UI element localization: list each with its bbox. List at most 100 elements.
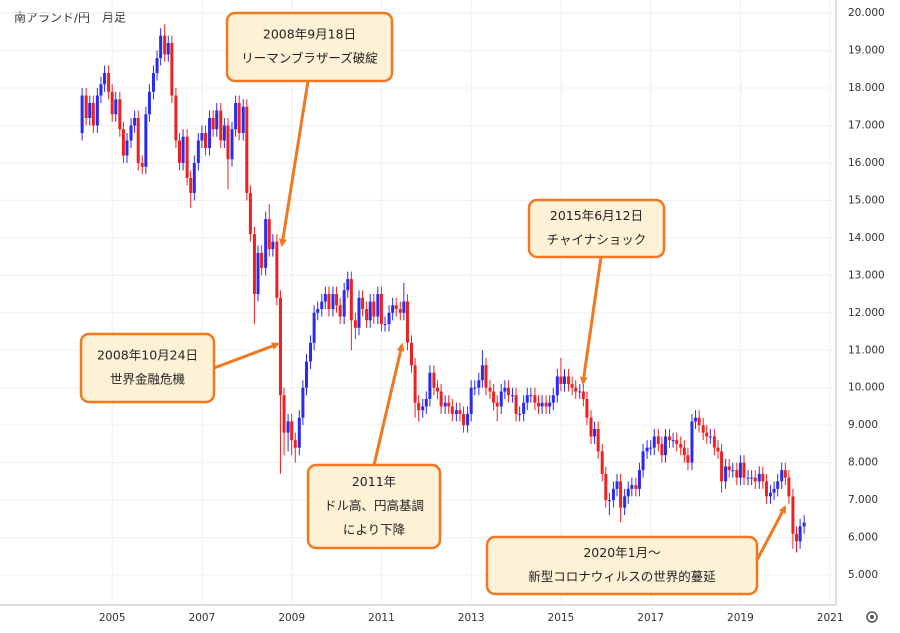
candle-body — [129, 125, 133, 141]
candle-body — [768, 492, 772, 497]
candle-body — [686, 455, 690, 463]
candle-body — [304, 361, 308, 388]
candle-body — [118, 99, 122, 130]
y-tick-label: 15.000 — [848, 194, 885, 206]
x-tick-label: 2009 — [278, 612, 305, 624]
candle-body — [309, 342, 313, 362]
candle-body — [372, 301, 376, 317]
annotation-text: リーマンブラザーズ破綻 — [241, 51, 378, 66]
y-tick-label: 17.000 — [848, 119, 885, 131]
candle-body — [626, 488, 630, 497]
settings-icon[interactable] — [866, 611, 878, 623]
candle-body — [533, 395, 537, 403]
candle-body — [563, 376, 567, 384]
candle-body — [623, 496, 627, 508]
candle-body — [454, 410, 458, 414]
candle-body — [634, 485, 638, 489]
candle-body — [525, 395, 529, 403]
candle-body — [544, 402, 548, 407]
y-tick-label: 20.000 — [848, 7, 885, 19]
candle-body — [578, 391, 582, 393]
y-tick-label: 14.000 — [848, 232, 885, 244]
candle-body — [581, 391, 585, 399]
candle-body — [536, 402, 540, 407]
candle-body — [529, 395, 533, 397]
candle-body — [731, 470, 735, 472]
candle-body — [346, 279, 350, 291]
x-tick-label: 2021 — [817, 612, 844, 624]
candle-body — [421, 406, 425, 411]
annotation-box — [527, 198, 666, 259]
candle-body — [267, 219, 271, 250]
candle-body — [499, 391, 503, 407]
candle-body — [753, 477, 757, 482]
candle-body — [742, 462, 746, 478]
candle-body — [615, 481, 619, 489]
candle-body — [604, 473, 608, 501]
candle-body — [204, 132, 208, 148]
candle-body — [170, 43, 174, 96]
candle-body — [114, 99, 118, 115]
candle-body — [331, 294, 335, 310]
candle-body — [679, 443, 683, 448]
annotation-box — [306, 463, 442, 550]
candle-body — [712, 436, 716, 448]
candle-body — [611, 488, 615, 501]
candle-body — [215, 110, 219, 130]
y-tick-label: 11.000 — [848, 344, 885, 356]
candle-body — [600, 451, 604, 474]
candle-body — [503, 387, 507, 392]
candle-body — [219, 110, 223, 141]
candle-body — [237, 103, 241, 133]
candle-body — [570, 383, 574, 388]
candle-body — [551, 395, 555, 403]
candle-body — [391, 305, 395, 313]
candle-body — [735, 470, 739, 478]
candle-body — [282, 395, 286, 433]
candle-body — [293, 440, 297, 448]
candle-body — [716, 447, 720, 452]
candle-body — [256, 252, 260, 295]
candle-body — [772, 488, 776, 493]
y-tick-label: 7.000 — [848, 494, 878, 506]
candle-body — [174, 95, 178, 141]
annotation-box — [79, 332, 216, 404]
y-tick-label: 9.000 — [848, 419, 878, 431]
candle-body — [574, 387, 578, 392]
candle-body — [506, 387, 510, 396]
y-tick-label: 8.000 — [848, 457, 878, 469]
candle-body — [335, 294, 339, 306]
candle-body — [163, 35, 167, 55]
candle-body — [140, 162, 144, 167]
annotation-text: 新型コロナウィルスの世界的蔓延 — [528, 569, 716, 584]
candle-body — [107, 73, 111, 92]
annotation-text: 世界金融危機 — [110, 372, 186, 387]
candle-body — [780, 470, 784, 482]
candle-body — [379, 294, 383, 325]
candle-body — [185, 136, 189, 178]
annotation-arrow — [278, 80, 310, 247]
candle-body — [439, 391, 443, 407]
candle-body — [84, 95, 88, 119]
candle-body — [338, 305, 342, 317]
candle-body — [297, 417, 301, 448]
candle-body — [585, 398, 589, 418]
candle-body — [383, 324, 387, 326]
candle-body — [196, 140, 200, 163]
candle-body — [211, 118, 215, 130]
candle-body — [694, 417, 698, 422]
candle-body — [226, 125, 230, 160]
candle-body — [181, 136, 185, 163]
y-tick-label: 18.000 — [848, 82, 885, 94]
candle-body — [750, 477, 754, 479]
candle-body — [275, 241, 279, 298]
candle-body — [88, 103, 92, 119]
candle-body — [791, 496, 795, 534]
candle-body — [192, 162, 196, 193]
candle-body — [473, 387, 477, 389]
candle-body — [548, 402, 552, 407]
candle-body — [320, 301, 324, 310]
